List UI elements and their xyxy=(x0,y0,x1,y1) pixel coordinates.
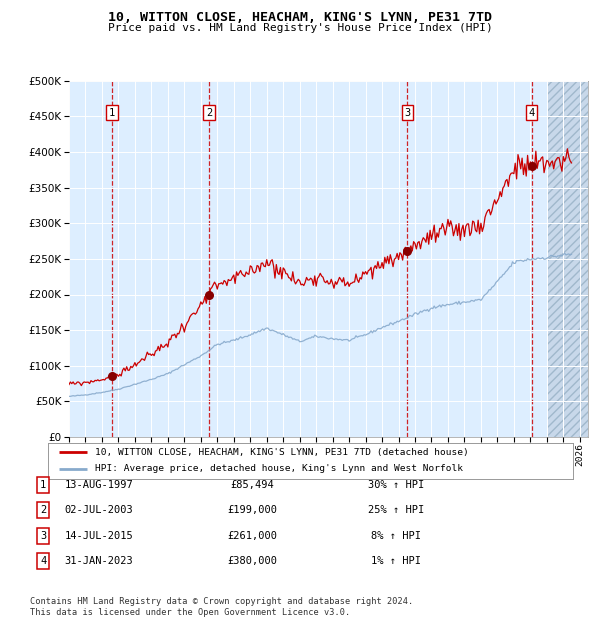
Text: 31-JAN-2023: 31-JAN-2023 xyxy=(65,556,133,566)
Text: 14-JUL-2015: 14-JUL-2015 xyxy=(65,531,133,541)
Text: 1: 1 xyxy=(109,108,115,118)
Text: 1% ↑ HPI: 1% ↑ HPI xyxy=(371,556,421,566)
Text: 10, WITTON CLOSE, HEACHAM, KING'S LYNN, PE31 7TD: 10, WITTON CLOSE, HEACHAM, KING'S LYNN, … xyxy=(108,11,492,24)
Text: 25% ↑ HPI: 25% ↑ HPI xyxy=(368,505,424,515)
Text: 30% ↑ HPI: 30% ↑ HPI xyxy=(368,480,424,490)
Text: 02-JUL-2003: 02-JUL-2003 xyxy=(65,505,133,515)
Text: £85,494: £85,494 xyxy=(230,480,274,490)
Text: £380,000: £380,000 xyxy=(227,556,277,566)
Text: 4: 4 xyxy=(529,108,535,118)
Text: 2: 2 xyxy=(40,505,46,515)
Text: £199,000: £199,000 xyxy=(227,505,277,515)
Text: 4: 4 xyxy=(40,556,46,566)
Text: 2: 2 xyxy=(206,108,212,118)
Text: 3: 3 xyxy=(404,108,410,118)
Text: 3: 3 xyxy=(40,531,46,541)
Text: 8% ↑ HPI: 8% ↑ HPI xyxy=(371,531,421,541)
Text: 10, WITTON CLOSE, HEACHAM, KING'S LYNN, PE31 7TD (detached house): 10, WITTON CLOSE, HEACHAM, KING'S LYNN, … xyxy=(95,448,469,457)
Text: Contains HM Land Registry data © Crown copyright and database right 2024.
This d: Contains HM Land Registry data © Crown c… xyxy=(30,598,413,617)
Text: Price paid vs. HM Land Registry's House Price Index (HPI): Price paid vs. HM Land Registry's House … xyxy=(107,23,493,33)
Text: HPI: Average price, detached house, King's Lynn and West Norfolk: HPI: Average price, detached house, King… xyxy=(95,464,463,474)
Text: 13-AUG-1997: 13-AUG-1997 xyxy=(65,480,133,490)
Bar xyxy=(547,81,600,437)
Text: 1: 1 xyxy=(40,480,46,490)
Text: £261,000: £261,000 xyxy=(227,531,277,541)
